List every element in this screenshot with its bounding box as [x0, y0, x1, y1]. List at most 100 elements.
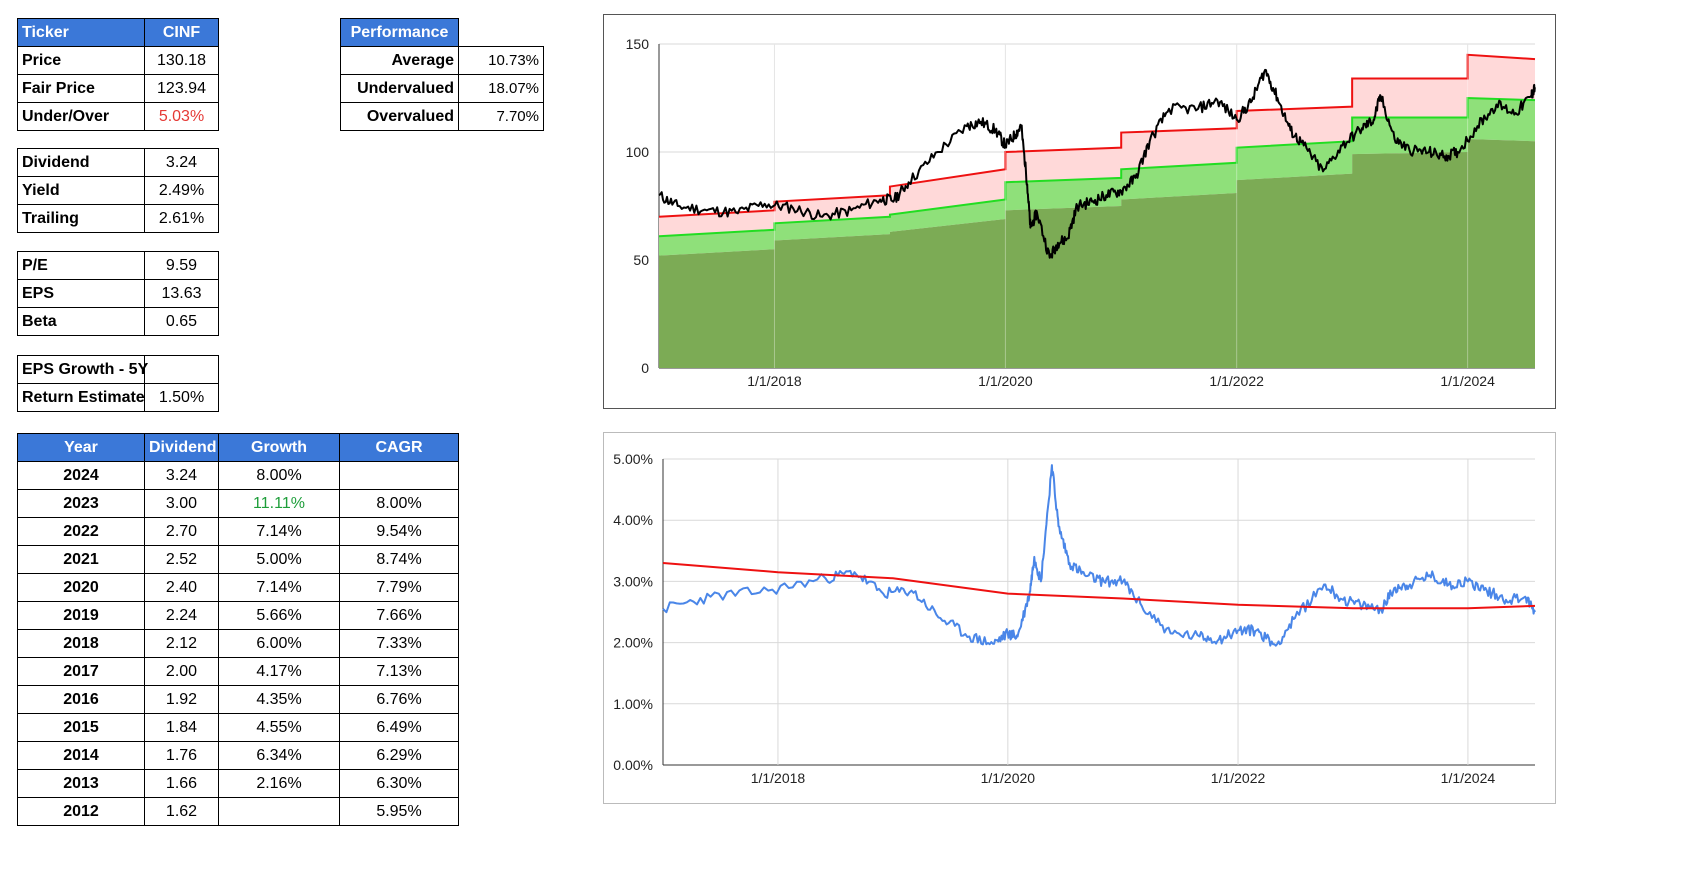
- overvalued-value[interactable]: 7.70%: [458, 102, 544, 131]
- growth-cell[interactable]: 7.14%: [218, 517, 340, 546]
- price-value[interactable]: 130.18: [144, 46, 219, 75]
- dividend-cell[interactable]: 2.24: [144, 601, 219, 630]
- cagr-cell[interactable]: 7.33%: [339, 629, 459, 658]
- growth-cell[interactable]: 2.16%: [218, 769, 340, 798]
- performance-header[interactable]: Performance: [340, 18, 459, 47]
- year-cell[interactable]: 2016: [17, 685, 145, 714]
- growth-cell[interactable]: 6.34%: [218, 741, 340, 770]
- year-cell[interactable]: 2014: [17, 741, 145, 770]
- yield-value[interactable]: 2.49%: [144, 176, 219, 205]
- eps-value[interactable]: 13.63: [144, 279, 219, 308]
- year-cell[interactable]: 2023: [17, 489, 145, 518]
- dividend-cell[interactable]: 2.52: [144, 545, 219, 574]
- beta-label[interactable]: Beta: [17, 307, 145, 336]
- year-cell[interactable]: 2020: [17, 573, 145, 602]
- year-cell[interactable]: 2015: [17, 713, 145, 742]
- fair-price-value[interactable]: 123.94: [144, 74, 219, 103]
- cagr-cell[interactable]: 6.30%: [339, 769, 459, 798]
- undervalued-label[interactable]: Undervalued: [340, 74, 459, 103]
- eps-label[interactable]: EPS: [17, 279, 145, 308]
- cagr-cell[interactable]: 8.00%: [339, 489, 459, 518]
- y-tick-label: 50: [633, 252, 649, 268]
- x-tick-label: 1/1/2020: [981, 770, 1036, 786]
- year-cell[interactable]: 2013: [17, 769, 145, 798]
- cagr-cell[interactable]: [339, 461, 459, 490]
- year-cell[interactable]: 2024: [17, 461, 145, 490]
- price-label[interactable]: Price: [17, 46, 145, 75]
- dividend-cell[interactable]: 1.76: [144, 741, 219, 770]
- cagr-cell[interactable]: 8.74%: [339, 545, 459, 574]
- cagr-cell[interactable]: 6.29%: [339, 741, 459, 770]
- yield-label[interactable]: Yield: [17, 176, 145, 205]
- y-tick-label: 2.00%: [613, 635, 653, 651]
- cagr-cell[interactable]: 6.76%: [339, 685, 459, 714]
- trailing-label[interactable]: Trailing: [17, 204, 145, 233]
- trailing-value[interactable]: 2.61%: [144, 204, 219, 233]
- dividend-cell[interactable]: 2.70: [144, 517, 219, 546]
- cagr-cell[interactable]: 7.13%: [339, 657, 459, 686]
- growth-cell[interactable]: 5.00%: [218, 545, 340, 574]
- pe-value[interactable]: 9.59: [144, 251, 219, 280]
- year-cell[interactable]: 2022: [17, 517, 145, 546]
- cagr-cell[interactable]: 9.54%: [339, 517, 459, 546]
- growth-cell[interactable]: 6.00%: [218, 629, 340, 658]
- x-tick-label: 1/1/2024: [1440, 373, 1495, 389]
- dividend-cell[interactable]: 1.84: [144, 713, 219, 742]
- growth-cell[interactable]: 4.35%: [218, 685, 340, 714]
- yield-line: [662, 464, 1536, 647]
- year-cell[interactable]: 2021: [17, 545, 145, 574]
- under-over-label[interactable]: Under/Over: [17, 102, 145, 131]
- growth-cell[interactable]: 5.66%: [218, 601, 340, 630]
- table-row: 2023 3.00 11.11% 8.00%: [17, 489, 459, 518]
- return-estimate-label[interactable]: Return Estimate: [17, 383, 145, 412]
- overvalued-label[interactable]: Overvalued: [340, 102, 459, 131]
- year-cell[interactable]: 2019: [17, 601, 145, 630]
- growth-table: EPS Growth - 5Y Return Estimate 1.50%: [17, 355, 219, 412]
- growth-header[interactable]: Growth: [218, 433, 340, 462]
- average-label[interactable]: Average: [340, 46, 459, 75]
- year-cell[interactable]: 2017: [17, 657, 145, 686]
- dividend-header[interactable]: Dividend: [144, 433, 219, 462]
- growth-cell[interactable]: 11.11%: [218, 489, 340, 518]
- growth-cell[interactable]: 4.17%: [218, 657, 340, 686]
- cagr-cell[interactable]: 7.66%: [339, 601, 459, 630]
- year-cell[interactable]: 2018: [17, 629, 145, 658]
- ticker-header-label[interactable]: Ticker: [17, 18, 145, 47]
- table-row: Price 130.18: [17, 46, 219, 75]
- return-estimate-value[interactable]: 1.50%: [144, 383, 219, 412]
- y-tick-label: 4.00%: [613, 512, 653, 528]
- growth-cell[interactable]: 8.00%: [218, 461, 340, 490]
- growth-cell[interactable]: 7.14%: [218, 573, 340, 602]
- dividend-cell[interactable]: 2.12: [144, 629, 219, 658]
- year-header[interactable]: Year: [17, 433, 145, 462]
- dividend-cell[interactable]: 1.62: [144, 797, 219, 826]
- dividend-cell[interactable]: 1.92: [144, 685, 219, 714]
- fair-price-label[interactable]: Fair Price: [17, 74, 145, 103]
- under-over-value[interactable]: 5.03%: [144, 102, 219, 131]
- dividend-cell[interactable]: 3.00: [144, 489, 219, 518]
- cagr-cell[interactable]: 7.79%: [339, 573, 459, 602]
- growth-cell[interactable]: 4.55%: [218, 713, 340, 742]
- cagr-cell[interactable]: 6.49%: [339, 713, 459, 742]
- dividend-cell[interactable]: 2.00: [144, 657, 219, 686]
- table-row: 2022 2.70 7.14% 9.54%: [17, 517, 459, 546]
- eps-growth-label[interactable]: EPS Growth - 5Y: [17, 355, 148, 384]
- dividend-label[interactable]: Dividend: [17, 148, 145, 177]
- table-row: 2014 1.76 6.34% 6.29%: [17, 741, 459, 770]
- growth-cell[interactable]: [218, 797, 340, 826]
- eps-growth-value[interactable]: [144, 355, 219, 384]
- undervalued-value[interactable]: 18.07%: [458, 74, 544, 103]
- price-fair-value-chart[interactable]: 0 50 100 150 1/1/2018 1/1/2020 1/1/2022 1/1/202…: [603, 14, 1556, 409]
- beta-value[interactable]: 0.65: [144, 307, 219, 336]
- dividend-value[interactable]: 3.24: [144, 148, 219, 177]
- dividend-cell[interactable]: 1.66: [144, 769, 219, 798]
- dividend-yield-chart[interactable]: 0.00% 1.00% 2.00% 3.00% 4.00% 5.00% 1/1/2018 1/…: [603, 432, 1556, 804]
- year-cell[interactable]: 2012: [17, 797, 145, 826]
- average-value[interactable]: 10.73%: [458, 46, 544, 75]
- cagr-cell[interactable]: 5.95%: [339, 797, 459, 826]
- pe-label[interactable]: P/E: [17, 251, 145, 280]
- dividend-cell[interactable]: 3.24: [144, 461, 219, 490]
- dividend-cell[interactable]: 2.40: [144, 573, 219, 602]
- cagr-header[interactable]: CAGR: [339, 433, 459, 462]
- ticker-header-value[interactable]: CINF: [144, 18, 219, 47]
